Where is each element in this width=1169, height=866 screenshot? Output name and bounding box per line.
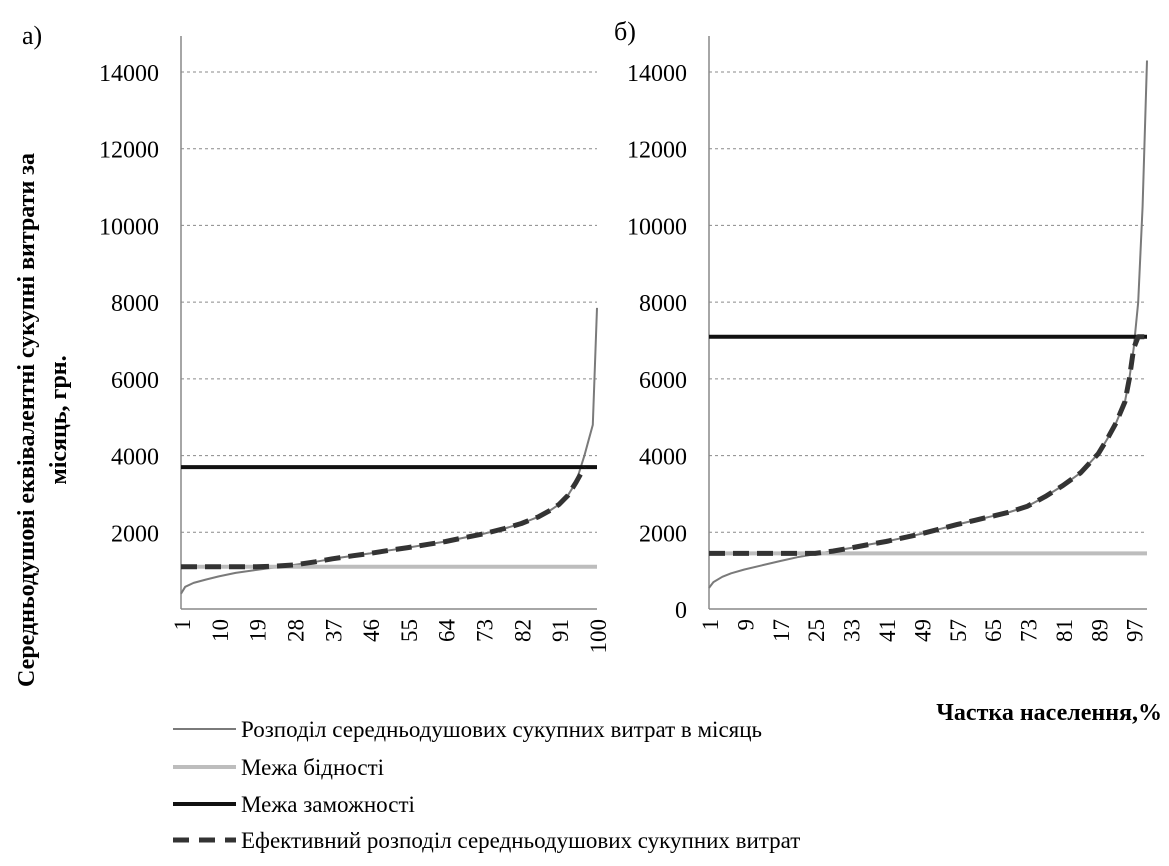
y-tick-label: 6000 <box>639 368 687 394</box>
x-tick-label: 28 <box>283 619 308 642</box>
y-tick-label: 2000 <box>639 521 687 547</box>
efficient-distribution-line <box>181 465 587 570</box>
legend: Розподіл середньодушових сукупних витрат… <box>173 717 800 853</box>
y-tick-label: 4000 <box>111 445 159 471</box>
x-tick-label: 73 <box>1017 619 1042 642</box>
distribution-line <box>708 60 1148 589</box>
x-tick-label: 46 <box>359 619 384 642</box>
x-tick-label: 1 <box>698 619 723 631</box>
x-tick-label: 91 <box>548 619 573 642</box>
y-axis-label: Середньодушові еквівалентні сукупні витр… <box>14 153 72 687</box>
y-tick-label: 10000 <box>99 214 159 240</box>
x-axis-label: Частка населення,% <box>936 700 1162 726</box>
legend-item: Межа заможності <box>173 792 415 817</box>
x-tick-label: 65 <box>981 619 1006 642</box>
y-tick-label: 8000 <box>639 291 687 317</box>
x-tick-label: 55 <box>397 619 422 642</box>
y-tick-label: 2000 <box>111 521 159 547</box>
y-tick-label: 4000 <box>639 445 687 471</box>
x-tick-label: 25 <box>804 619 829 642</box>
y-axis-label-line-2: місяць, грн. <box>46 355 72 484</box>
x-tick-label: 1 <box>170 619 195 631</box>
x-tick-label: 9 <box>733 619 758 631</box>
x-tick-label: 19 <box>246 619 271 642</box>
x-tick-label: 37 <box>321 619 346 642</box>
x-tick-label: 100 <box>586 619 611 654</box>
x-tick-label: 41 <box>875 619 900 642</box>
panel-a-label: а) <box>22 21 42 50</box>
legend-label: Межа бідності <box>241 755 384 780</box>
panel-a-plot: 2000 4000 6000 8000 10000 12000 14000 1 10 19 28 37… <box>99 36 611 654</box>
x-tick-label: 57 <box>946 619 971 642</box>
x-tick-label: 49 <box>910 619 935 642</box>
x-tick-label: 33 <box>840 619 865 642</box>
x-tick-label: 97 <box>1123 619 1148 642</box>
legend-item: Ефективний розподіл середньодушових суку… <box>173 828 800 853</box>
y-tick-label: 8000 <box>111 291 159 317</box>
legend-item: Межа бідності <box>173 755 384 780</box>
y-axis-label-line-1: Середньодушові еквівалентні сукупні витр… <box>14 153 40 687</box>
y-tick-label: 0 <box>675 598 687 624</box>
y-tick-label: 6000 <box>111 368 159 394</box>
x-tick-label: 89 <box>1087 619 1112 642</box>
legend-item: Розподіл середньодушових сукупних витрат… <box>173 717 762 742</box>
x-tick-label: 64 <box>435 619 460 643</box>
legend-label: Ефективний розподіл середньодушових суку… <box>241 828 800 853</box>
distribution-line <box>180 307 598 595</box>
y-tick-label: 10000 <box>627 214 687 240</box>
x-tick-label: 73 <box>473 619 498 642</box>
x-tick-label: 82 <box>510 619 535 642</box>
x-tick-label: 10 <box>208 619 233 642</box>
efficient-distribution-line <box>709 334 1147 556</box>
panel-b-plot: 0 2000 4000 6000 8000 10000 12000 14000 1 9 17 25 33… <box>627 36 1148 642</box>
legend-label: Межа заможності <box>241 792 415 817</box>
x-tick-label: 81 <box>1052 619 1077 642</box>
panel-b-label: б) <box>614 17 636 46</box>
y-tick-label: 14000 <box>627 61 687 87</box>
y-tick-label: 12000 <box>627 138 687 164</box>
legend-label: Розподіл середньодушових сукупних витрат… <box>241 717 762 742</box>
y-tick-label: 12000 <box>99 138 159 164</box>
x-tick-label: 17 <box>769 619 794 642</box>
y-tick-label: 14000 <box>99 61 159 87</box>
